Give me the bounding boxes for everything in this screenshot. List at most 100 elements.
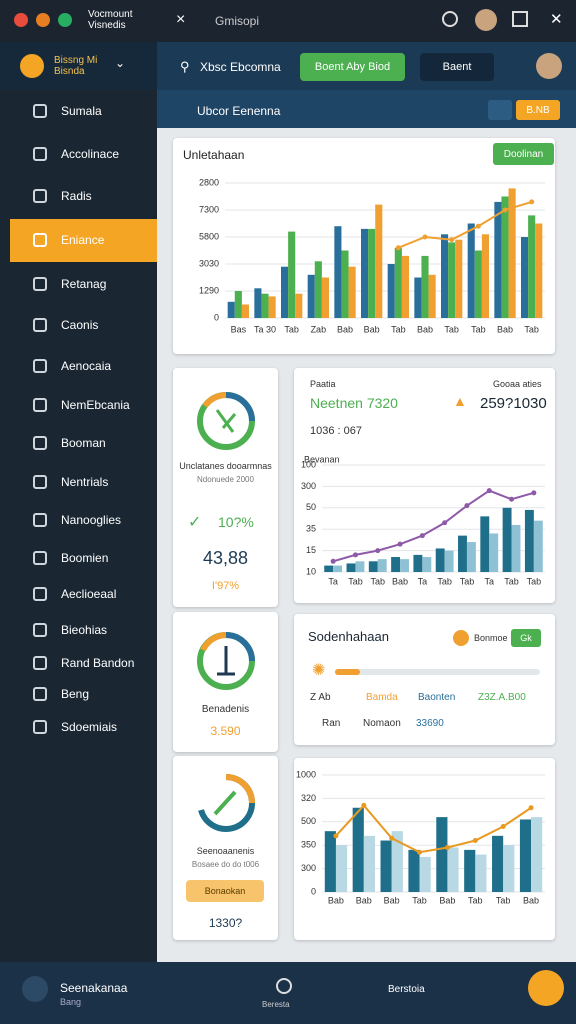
avatar[interactable] xyxy=(536,53,562,79)
secondary-button[interactable]: Baent xyxy=(420,53,494,81)
menu-icon xyxy=(33,318,47,332)
icon-button[interactable] xyxy=(488,100,512,120)
bar xyxy=(481,234,489,318)
summary-badge[interactable]: Gk xyxy=(511,629,541,647)
tab-title[interactable]: Gmisopi xyxy=(215,14,260,28)
x-tick-label: Ta 30 xyxy=(254,324,276,334)
bar xyxy=(458,535,467,572)
badge[interactable]: B.NB xyxy=(516,100,560,120)
bar xyxy=(502,507,512,572)
bar xyxy=(480,516,490,572)
bar xyxy=(391,831,403,892)
bar xyxy=(474,250,482,318)
primary-button[interactable]: Boent Aby Biod xyxy=(300,53,405,81)
point xyxy=(397,541,403,547)
menu-item[interactable]: Boomien xyxy=(61,551,109,565)
x-tick-label: Bas xyxy=(231,324,247,334)
bar xyxy=(361,228,369,318)
x-tick-label: Bab xyxy=(523,895,539,905)
menu-item[interactable]: Sdoemiais xyxy=(61,720,118,734)
x-tick-label: Tab xyxy=(284,324,299,334)
brand: Bissng Mi Bisnda xyxy=(54,55,97,77)
bar xyxy=(503,845,515,892)
icon[interactable] xyxy=(276,978,292,994)
avatar[interactable] xyxy=(475,9,497,31)
x-tick-label: Tab xyxy=(496,895,511,905)
bar xyxy=(241,304,249,318)
card-button[interactable]: Doolinan xyxy=(493,143,554,165)
point xyxy=(528,805,534,811)
menu-item[interactable]: Rand Bandon xyxy=(61,656,135,670)
x-tick-label: Ta xyxy=(328,576,338,586)
search-icon[interactable]: ⚲ xyxy=(180,59,190,74)
gauge xyxy=(198,774,256,832)
gauge-sub: Bosaee do do t006 xyxy=(191,860,260,869)
bar xyxy=(519,819,532,892)
x-tick-label: Tab xyxy=(524,324,539,334)
menu-item[interactable]: Nanooglies xyxy=(61,513,122,527)
point xyxy=(531,490,537,496)
breadcrumb-title: Ubcor Eenenna xyxy=(197,104,281,118)
x-tick-label: Tab xyxy=(527,576,542,586)
bar xyxy=(346,563,356,572)
bar xyxy=(401,255,409,318)
close-icon[interactable]: ✕ xyxy=(550,11,563,28)
x-tick-label: Bab xyxy=(384,895,400,905)
fab[interactable] xyxy=(528,970,564,1006)
min-dot[interactable] xyxy=(36,13,50,27)
max-dot[interactable] xyxy=(58,13,72,27)
bar xyxy=(324,565,334,572)
bar xyxy=(524,509,534,572)
menu-item[interactable]: Retanag xyxy=(61,277,107,291)
legend-item: Z3Z.A.B00 xyxy=(478,692,526,703)
bar xyxy=(489,533,499,572)
menu-icon xyxy=(33,233,47,247)
x-tick-label: Tab xyxy=(504,576,519,586)
bar xyxy=(492,835,504,892)
gauge-button[interactable]: Bonaokan xyxy=(186,880,264,902)
menu-item[interactable]: Radis xyxy=(61,189,92,203)
menu-item[interactable]: NemEbcania xyxy=(61,398,130,412)
bar xyxy=(435,548,445,572)
menu-item[interactable]: Sumala xyxy=(61,104,102,118)
brand-logo xyxy=(20,54,44,78)
bar xyxy=(444,550,454,572)
legend-item: Baonten xyxy=(418,692,456,703)
menu-item[interactable]: Booman xyxy=(61,436,106,450)
search-text[interactable]: Xbsc Ebcomna xyxy=(200,60,281,74)
bar xyxy=(400,559,409,572)
card-title: Unletahaan xyxy=(183,148,245,162)
stat-meta: 1036 : 067 xyxy=(310,425,362,437)
bar xyxy=(494,201,502,318)
menu-item[interactable]: Aeclioeaal xyxy=(61,587,117,601)
icon[interactable] xyxy=(442,11,458,27)
bottom-sub: Bang xyxy=(60,997,82,1007)
point xyxy=(333,833,339,839)
chevron[interactable]: ⌄ xyxy=(115,56,126,70)
icon[interactable] xyxy=(22,976,48,1002)
bar xyxy=(368,228,376,318)
tab-close[interactable]: × xyxy=(176,11,186,28)
bar xyxy=(394,247,402,318)
menu-item[interactable]: Caonis xyxy=(61,318,99,332)
point xyxy=(529,199,535,205)
stat-label: Paatia xyxy=(310,379,336,389)
brand-line: Bisnda xyxy=(54,66,85,77)
menu-item[interactable]: Beng xyxy=(61,687,90,701)
icon[interactable] xyxy=(512,11,528,27)
point xyxy=(500,823,506,829)
menu-icon xyxy=(33,623,47,637)
menu-item[interactable]: Aenocaia xyxy=(61,359,112,373)
menu-icon xyxy=(33,277,47,291)
close-dot[interactable] xyxy=(14,13,28,27)
menu-icon xyxy=(33,551,47,565)
bar xyxy=(355,561,365,572)
menu-item[interactable]: Eniance xyxy=(61,233,105,247)
legend-item: Z Ab xyxy=(310,692,331,703)
menu-item[interactable]: Nentrials xyxy=(61,475,109,489)
legend-item: 33690 xyxy=(416,718,444,729)
menu-item[interactable]: Bieohias xyxy=(61,623,108,637)
chart: 0 1290 3030 5800 7300 2800 Bas Ta 30 Tab Zab Bab Ba… xyxy=(199,177,545,334)
menu-item[interactable]: Accolinace xyxy=(61,147,120,161)
bottom-right[interactable]: Berstoia xyxy=(388,984,425,995)
